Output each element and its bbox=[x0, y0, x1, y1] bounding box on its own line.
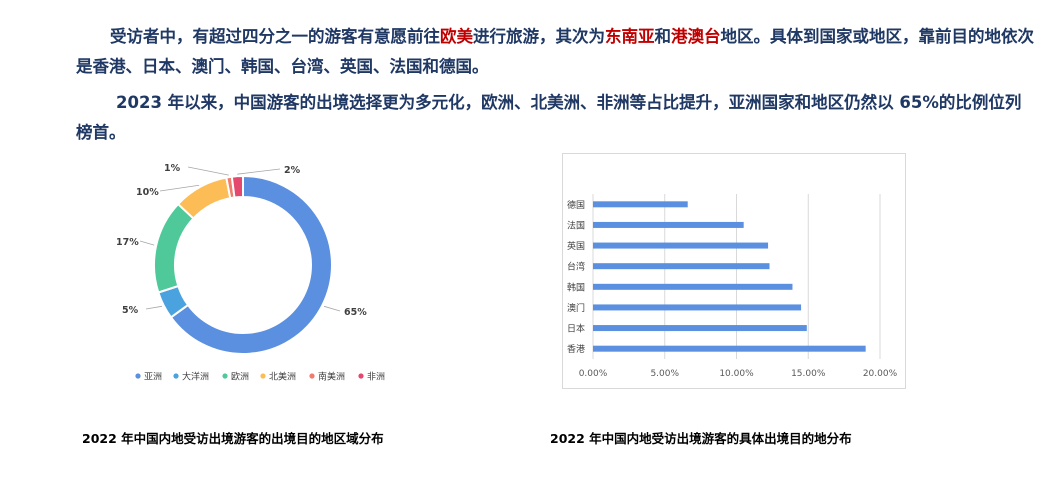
y-tick-label-3: 韩国 bbox=[567, 281, 585, 293]
destination-bar-chart: 0.00% 5.00% 10.00% 15.00% 20.00% 香港 日本 澳门 韩国 台湾 英国… bbox=[567, 194, 898, 379]
donut-chart-panel: 65% 5% 17% 10% 1% 2% 亚洲 大洋洲 欧洲 北美洲 南美洲 非洲 bbox=[108, 155, 408, 395]
donut-leader-line-0 bbox=[323, 305, 341, 312]
donut-data-label-0: 65% bbox=[344, 307, 367, 318]
legend-label-3: 北美洲 bbox=[269, 371, 296, 383]
bar-4 bbox=[593, 263, 770, 270]
y-tick-label-1: 日本 bbox=[567, 323, 585, 335]
x-tick-label-2: 10.00% bbox=[719, 369, 754, 379]
x-tick-label-4: 20.00% bbox=[863, 369, 898, 379]
bar-1 bbox=[593, 325, 807, 332]
y-tick-label-6: 法国 bbox=[567, 219, 585, 231]
p1-highlight-hk-macao-taiwan: 港澳台 bbox=[671, 27, 721, 46]
legend-marker-3 bbox=[260, 373, 266, 379]
bar-chart-panel: 0.00% 5.00% 10.00% 15.00% 20.00% 香港 日本 澳门 韩国 台湾 英国… bbox=[562, 153, 906, 389]
p1-text-2: 进行旅游，其次为 bbox=[473, 27, 605, 46]
donut-slice-2 bbox=[153, 202, 195, 294]
donut-slice-3 bbox=[176, 176, 232, 220]
x-tick-label-0: 0.00% bbox=[579, 369, 608, 379]
bar-5 bbox=[593, 242, 769, 249]
donut-leader-line-2 bbox=[139, 240, 155, 246]
legend-label-5: 非洲 bbox=[367, 371, 385, 383]
paragraph-1: 受访者中，有超过四分之一的游客有意愿前往欧美进行旅游，其次为东南亚和港澳台地区。… bbox=[76, 22, 1036, 82]
y-tick-label-4: 台湾 bbox=[567, 261, 585, 273]
bar-0 bbox=[593, 345, 866, 352]
y-tick-label-7: 德国 bbox=[567, 199, 585, 211]
donut-data-label-5: 2% bbox=[284, 165, 301, 176]
paragraph-2: 2023 年以来，中国游客的出境选择更为多元化，欧洲、北美洲、非洲等占比提升，亚… bbox=[76, 93, 1022, 142]
p1-highlight-europe-america: 欧美 bbox=[440, 27, 473, 46]
legend-label-2: 欧洲 bbox=[231, 371, 249, 383]
left-chart-caption: 2022 年中国内地受访出境游客的出境目的地区域分布 bbox=[82, 431, 384, 446]
legend-marker-5 bbox=[358, 373, 364, 379]
legend-marker-4 bbox=[309, 373, 315, 379]
p1-text-1: 受访者中，有超过四分之一的游客有意愿前往 bbox=[110, 27, 440, 46]
y-tick-label-5: 英国 bbox=[567, 240, 585, 252]
p1-highlight-southeast-asia: 东南亚 bbox=[605, 27, 655, 46]
region-donut-chart: 65% 5% 17% 10% 1% 2% 亚洲 大洋洲 欧洲 北美洲 南美洲 非洲 bbox=[116, 163, 385, 383]
donut-leader-line-4 bbox=[187, 166, 229, 176]
right-chart-caption: 2022 年中国内地受访出境游客的具体出境目的地分布 bbox=[550, 431, 852, 446]
x-tick-label-1: 5.00% bbox=[650, 369, 679, 379]
donut-leader-line-3 bbox=[159, 184, 200, 192]
donut-data-label-1: 5% bbox=[122, 305, 139, 316]
legend-marker-2 bbox=[222, 373, 228, 379]
p1-text-3: 和 bbox=[654, 27, 672, 46]
p1-text-4: 地区。具体到国家或地区，靠前目的地依次是香港、日本、澳门、韩国、台湾、英国、法国… bbox=[76, 27, 1034, 76]
legend-marker-1 bbox=[173, 373, 179, 379]
legend-marker-0 bbox=[135, 373, 141, 379]
y-tick-label-0: 香港 bbox=[567, 343, 585, 355]
legend-label-4: 南美洲 bbox=[318, 371, 345, 383]
donut-slice-0 bbox=[169, 174, 333, 355]
donut-leader-line-5 bbox=[237, 168, 281, 175]
donut-slice-5 bbox=[230, 174, 244, 199]
bar-2 bbox=[593, 304, 802, 311]
legend-label-1: 大洋洲 bbox=[182, 371, 209, 383]
bar-7 bbox=[593, 201, 688, 208]
donut-leader-line-1 bbox=[145, 305, 162, 310]
y-tick-label-2: 澳门 bbox=[567, 302, 585, 314]
bar-3 bbox=[593, 283, 793, 290]
legend-label-0: 亚洲 bbox=[144, 372, 162, 383]
donut-data-label-2: 17% bbox=[116, 237, 139, 248]
donut-data-label-3: 10% bbox=[136, 187, 159, 198]
donut-data-label-4: 1% bbox=[164, 163, 181, 174]
x-tick-label-3: 15.00% bbox=[791, 369, 826, 379]
bar-6 bbox=[593, 221, 744, 228]
